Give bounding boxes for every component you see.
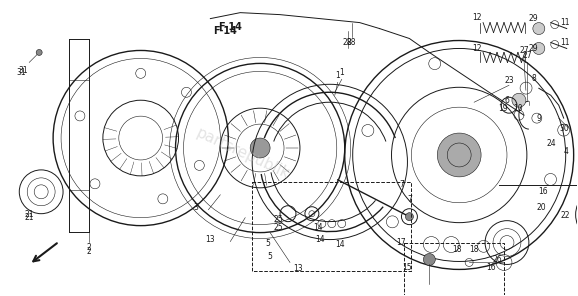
Text: 28: 28 [343, 38, 353, 47]
Text: partsrepublik: partsrepublik [194, 126, 292, 182]
Text: 1: 1 [339, 68, 344, 77]
Text: F-14: F-14 [213, 25, 237, 36]
Text: 7: 7 [407, 195, 412, 204]
Text: 5: 5 [266, 239, 271, 248]
Text: 12: 12 [472, 13, 482, 22]
Text: 27: 27 [522, 51, 532, 60]
Text: 20: 20 [536, 203, 546, 212]
Text: 31: 31 [16, 68, 26, 77]
Text: 31: 31 [18, 66, 28, 75]
Text: 28: 28 [347, 38, 357, 47]
Text: 4: 4 [563, 147, 568, 157]
Text: 7: 7 [399, 180, 404, 189]
Text: 16: 16 [486, 263, 496, 272]
Text: 29: 29 [528, 44, 538, 53]
Circle shape [405, 213, 413, 221]
Text: 17: 17 [397, 238, 406, 247]
Text: 23: 23 [504, 76, 514, 85]
Text: 26: 26 [492, 255, 502, 264]
Circle shape [438, 133, 481, 177]
Text: 18: 18 [469, 245, 479, 254]
Text: 3: 3 [193, 203, 198, 212]
Text: 19: 19 [498, 104, 508, 113]
Bar [252, 182, 412, 271]
Text: 29: 29 [528, 14, 538, 23]
Text: 10: 10 [513, 104, 523, 113]
Circle shape [512, 93, 526, 107]
Text: 21: 21 [24, 210, 34, 219]
Text: 24: 24 [547, 139, 557, 147]
Text: 22: 22 [561, 211, 570, 220]
Text: 1: 1 [335, 71, 340, 80]
Text: 13: 13 [206, 235, 215, 244]
Text: 16: 16 [538, 187, 547, 196]
Text: 9: 9 [536, 114, 541, 123]
Circle shape [533, 43, 545, 54]
Text: 25: 25 [273, 223, 283, 232]
Text: 2: 2 [87, 247, 91, 256]
Circle shape [36, 49, 42, 55]
Text: 12: 12 [472, 44, 482, 53]
Text: 13: 13 [293, 264, 303, 273]
Text: 27: 27 [519, 46, 529, 55]
Text: 14: 14 [335, 240, 344, 249]
Text: 11: 11 [560, 38, 569, 47]
Text: 5: 5 [268, 252, 272, 261]
Text: 8: 8 [531, 74, 536, 83]
Text: 18: 18 [453, 245, 462, 254]
Circle shape [250, 138, 270, 158]
Circle shape [533, 22, 545, 35]
Text: F-14: F-14 [218, 22, 242, 32]
Circle shape [423, 253, 435, 266]
Text: 6: 6 [505, 96, 509, 105]
Text: 15: 15 [403, 263, 412, 272]
Text: 14: 14 [313, 223, 323, 232]
Text: 11: 11 [560, 18, 569, 27]
Text: 21: 21 [24, 213, 34, 222]
Bar [405, 242, 504, 296]
Text: 30: 30 [560, 124, 569, 133]
Text: 14: 14 [315, 235, 325, 244]
Text: 25: 25 [273, 215, 283, 224]
Text: 2: 2 [87, 243, 91, 252]
